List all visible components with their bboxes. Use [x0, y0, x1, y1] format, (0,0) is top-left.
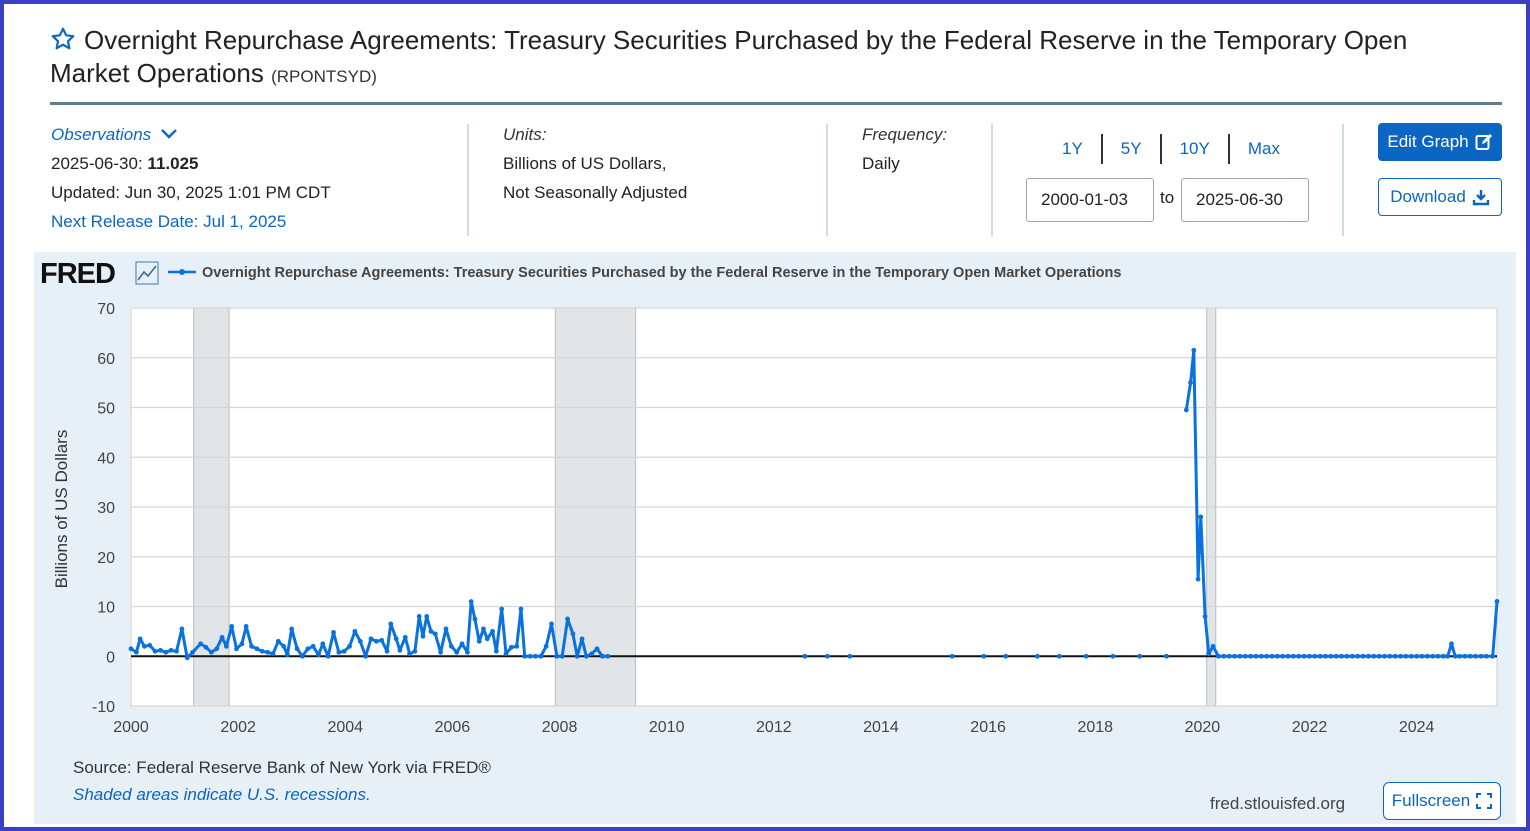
frequency-label: Frequency: [862, 125, 948, 144]
frequency-block: Frequency: Daily [862, 120, 947, 178]
observation-date: 2025-06-30: [51, 154, 143, 173]
range-1y-button[interactable]: 1Y [1044, 134, 1103, 164]
source-text: Source: Federal Reserve Bank of New York… [73, 758, 491, 777]
separator [826, 124, 828, 236]
observations-label: Observations [51, 125, 152, 144]
chevron-down-icon [161, 129, 177, 139]
fullscreen-button[interactable]: Fullscreen [1383, 782, 1501, 820]
to-label: to [1160, 188, 1175, 207]
end-date-input[interactable] [1181, 178, 1309, 222]
title-divider [50, 102, 1502, 105]
edit-graph-label: Edit Graph [1387, 132, 1469, 151]
range-10y-button[interactable]: 10Y [1162, 134, 1230, 164]
range-5y-button[interactable]: 5Y [1103, 134, 1162, 164]
observations-block: Observations 2025-06-30: 11.025 Updated:… [51, 120, 331, 236]
star-outline-icon[interactable] [50, 26, 76, 52]
separator [467, 124, 469, 236]
recession-note: Shaded areas indicate U.S. recessions. [73, 785, 371, 804]
edit-graph-button[interactable]: Edit Graph [1378, 123, 1502, 161]
fullscreen-icon [1476, 793, 1493, 809]
frequency-value: Daily [862, 154, 900, 173]
chart-panel [34, 252, 1516, 824]
download-button[interactable]: Download [1378, 178, 1502, 216]
title-block: Overnight Repurchase Agreements: Treasur… [50, 24, 1490, 93]
range-buttons: 1Y 5Y 10Y Max [1044, 134, 1298, 164]
next-release-link[interactable]: Next Release Date: Jul 1, 2025 [51, 212, 287, 231]
series-id: (RPONTSYD) [271, 67, 377, 86]
download-icon [1472, 190, 1489, 206]
separator [1342, 124, 1344, 236]
units-line1: Billions of US Dollars, [503, 154, 667, 173]
observations-toggle[interactable]: Observations [51, 120, 331, 149]
updated-text: Updated: Jun 30, 2025 1:01 PM CDT [51, 183, 331, 202]
fullscreen-label: Fullscreen [1391, 791, 1471, 810]
latest-observation: 2025-06-30: 11.025 [51, 149, 331, 178]
site-url[interactable]: fred.stlouisfed.org [1210, 794, 1346, 813]
separator [991, 124, 993, 236]
units-line2: Not Seasonally Adjusted [503, 183, 688, 202]
range-max-button[interactable]: Max [1247, 139, 1280, 158]
download-label: Download [1390, 187, 1466, 206]
observation-value: 11.025 [147, 154, 199, 173]
page-title: Overnight Repurchase Agreements: Treasur… [50, 24, 1490, 93]
units-block: Units: Billions of US Dollars, Not Seaso… [503, 120, 687, 207]
edit-icon [1475, 134, 1492, 150]
start-date-input[interactable] [1026, 178, 1154, 222]
units-label: Units: [503, 125, 547, 144]
series-title: Overnight Repurchase Agreements: Treasur… [50, 25, 1408, 88]
